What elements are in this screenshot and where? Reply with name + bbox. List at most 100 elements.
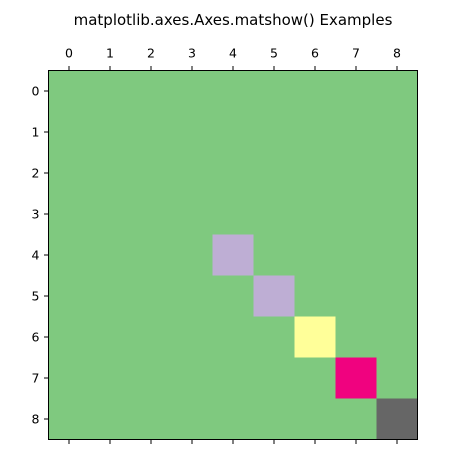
x-axis-ticks: 0 1 2 3 4 5 6 7 8 <box>65 46 401 444</box>
matrix-cell-8-3 <box>171 398 213 440</box>
matrix-cell-0-6 <box>294 70 336 112</box>
matrix-cell-5-6 <box>294 275 336 317</box>
matrix-cell-4-7 <box>335 234 377 276</box>
matrix-cell-8-5 <box>253 398 295 440</box>
matrix-cell-0-1 <box>89 70 131 112</box>
matrix-cell-1-0 <box>48 111 90 153</box>
matrix-cell-6-4 <box>212 316 254 358</box>
matrix-cell-6-8 <box>376 316 418 358</box>
matrix-cell-1-4 <box>212 111 254 153</box>
y-tick-label-7: 7 <box>32 371 40 386</box>
matrix-cell-6-0 <box>48 316 90 358</box>
matrix-cell-7-6 <box>294 357 336 399</box>
matrix-cell-6-5 <box>253 316 295 358</box>
matrix-cell-2-5 <box>253 152 295 194</box>
y-tick-label-0: 0 <box>32 84 40 99</box>
matrix-cell-3-4 <box>212 193 254 235</box>
matrix-cell-3-7 <box>335 193 377 235</box>
matrix-cell-4-1 <box>89 234 131 276</box>
matrix-cell-8-4 <box>212 398 254 440</box>
matrix-cell-4-2 <box>130 234 172 276</box>
matrix-cell-1-6 <box>294 111 336 153</box>
matrix-cell-6-3 <box>171 316 213 358</box>
matrix-cell-0-5 <box>253 70 295 112</box>
matrix-cell-4-8 <box>376 234 418 276</box>
matrix-cell-3-5 <box>253 193 295 235</box>
matrix-cell-7-5 <box>253 357 295 399</box>
matrix-cell-6-1 <box>89 316 131 358</box>
matrix-cell-1-3 <box>171 111 213 153</box>
matrix-cell-5-1 <box>89 275 131 317</box>
matrix-cell-5-4 <box>212 275 254 317</box>
x-tick-label-6: 6 <box>311 46 319 61</box>
x-tick-label-8: 8 <box>393 46 401 61</box>
matrix-cell-2-1 <box>89 152 131 194</box>
matrix-cell-8-0 <box>48 398 90 440</box>
x-tick-label-2: 2 <box>147 46 155 61</box>
matrix-cell-7-8 <box>376 357 418 399</box>
matrix-cell-7-2 <box>130 357 172 399</box>
matrix-cell-0-4 <box>212 70 254 112</box>
matrix-cell-2-0 <box>48 152 90 194</box>
matrix-cell-5-2 <box>130 275 172 317</box>
matrix-cell-2-4 <box>212 152 254 194</box>
y-axis-ticks: 0 1 2 3 4 5 6 7 8 <box>32 84 49 427</box>
y-tick-label-1: 1 <box>32 125 40 140</box>
matrix-cell-4-3 <box>171 234 213 276</box>
matrix-cell-1-8 <box>376 111 418 153</box>
matrix-cell-8-2 <box>130 398 172 440</box>
matrix-cell-0-2 <box>130 70 172 112</box>
y-tick-label-8: 8 <box>32 412 40 427</box>
x-tick-label-3: 3 <box>188 46 196 61</box>
x-tick-label-4: 4 <box>229 46 237 61</box>
y-tick-label-3: 3 <box>32 207 40 222</box>
matrix-cell-1-5 <box>253 111 295 153</box>
matrix-cell-3-6 <box>294 193 336 235</box>
y-tick-label-6: 6 <box>32 330 40 345</box>
matrix-cell-0-7 <box>335 70 377 112</box>
matrix-cell-4-4 <box>212 234 254 276</box>
y-tick-label-2: 2 <box>32 166 40 181</box>
chart-title: matplotlib.axes.Axes.matshow() Examples <box>74 11 393 29</box>
matrix-cell-3-8 <box>376 193 418 235</box>
x-tick-label-0: 0 <box>65 46 73 61</box>
matrix-cell-3-2 <box>130 193 172 235</box>
matrix-cell-3-3 <box>171 193 213 235</box>
matrix-cell-2-8 <box>376 152 418 194</box>
y-tick-label-4: 4 <box>32 248 40 263</box>
matrix-cell-8-8 <box>376 398 418 440</box>
matrix-cell-7-3 <box>171 357 213 399</box>
matrix-cell-4-0 <box>48 234 90 276</box>
matrix-cell-5-7 <box>335 275 377 317</box>
matrix-cell-6-2 <box>130 316 172 358</box>
x-tick-label-1: 1 <box>106 46 114 61</box>
matrix-cell-2-2 <box>130 152 172 194</box>
matrix-cell-7-7 <box>335 357 377 399</box>
matrix-cells <box>48 70 418 440</box>
matrix-cell-0-8 <box>376 70 418 112</box>
matrix-cell-8-1 <box>89 398 131 440</box>
matrix-cell-5-8 <box>376 275 418 317</box>
matrix-cell-2-7 <box>335 152 377 194</box>
matrix-cell-5-0 <box>48 275 90 317</box>
matrix-cell-5-3 <box>171 275 213 317</box>
matrix-cell-1-7 <box>335 111 377 153</box>
matrix-cell-0-0 <box>48 70 90 112</box>
matrix-cell-3-0 <box>48 193 90 235</box>
y-tick-label-5: 5 <box>32 289 40 304</box>
matrix-cell-7-1 <box>89 357 131 399</box>
matrix-cell-3-1 <box>89 193 131 235</box>
x-tick-label-7: 7 <box>352 46 360 61</box>
matrix-cell-0-3 <box>171 70 213 112</box>
matrix-cell-1-1 <box>89 111 131 153</box>
x-tick-label-5: 5 <box>270 46 278 61</box>
matrix-cell-5-5 <box>253 275 295 317</box>
matrix-cell-1-2 <box>130 111 172 153</box>
matrix-cell-8-7 <box>335 398 377 440</box>
matrix-cell-8-6 <box>294 398 336 440</box>
matrix-cell-7-4 <box>212 357 254 399</box>
matrix-cell-6-7 <box>335 316 377 358</box>
matrix-cell-7-0 <box>48 357 90 399</box>
matrix-cell-4-5 <box>253 234 295 276</box>
